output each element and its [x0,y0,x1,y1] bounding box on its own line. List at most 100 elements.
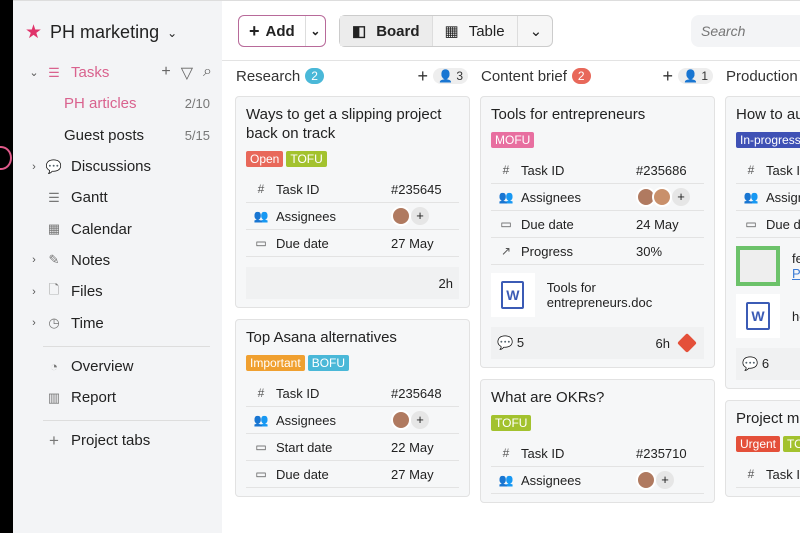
attachment[interactable]: Who [736,294,800,338]
card-title[interactable]: Top Asana alternatives [246,329,397,346]
add-assignee-plus-icon[interactable]: + [656,471,674,489]
word-doc-icon: W [736,294,780,338]
field-row: # Task ID [736,157,800,184]
chevron-down-icon[interactable]: ⌄ [29,67,39,80]
filter-icon[interactable]: ▽ [180,64,194,82]
tag[interactable]: TO [783,436,800,452]
tag[interactable]: BOFU [307,355,350,371]
avatar[interactable] [652,187,672,207]
task-card[interactable]: Ways to get a slipping project back on t… [235,96,470,308]
attachment-name[interactable]: Tools for entrepreneurs.doc [546,280,653,310]
dock-app-icon[interactable] [0,146,12,170]
field-value[interactable]: + [391,206,459,226]
card-footer: 2h [246,267,459,299]
tag[interactable]: TOFU [286,151,327,167]
attachment[interactable]: W Tools for entrepreneurs.doc [491,273,704,317]
field-row: # Task ID #235648 [246,380,459,407]
task-card[interactable]: How to au In-progress # Task ID 👥 Assignees ▭ D… [725,96,800,389]
add-assignee-plus-icon[interactable]: + [672,188,690,206]
sidebar-item-ph-articles[interactable]: PH articles 2/10 [13,88,222,119]
divider [43,420,210,422]
sidebar-item-report[interactable]: ▥ Report [13,382,222,413]
tag[interactable]: Important [246,355,305,371]
sidebar-item-label: Gantt [71,189,108,207]
chevron-right-icon[interactable]: › [32,160,36,173]
sidebar-item-project-tabs[interactable]: + Project tabs [13,425,222,456]
card-title[interactable]: Tools for entrepreneurs [491,106,646,123]
column-members[interactable]: 👤 3 [433,68,468,84]
chevron-right-icon[interactable]: › [32,285,36,298]
plus-icon[interactable]: + [161,62,171,80]
hash-icon: # [747,467,755,481]
sidebar-item-guest-posts[interactable]: Guest posts 5/15 [13,120,222,151]
plus-icon: + [249,20,260,41]
field-row: # Task ID #235710 [491,440,704,467]
table-icon: ▦ [444,23,459,40]
add-button[interactable]: + Add [239,16,306,46]
calendar-icon: ▭ [255,236,267,250]
attachment-link[interactable]: Pr [792,266,800,281]
tag[interactable]: TOFU [491,415,532,431]
sidebar-item-gantt[interactable]: ☰ Gantt [13,182,222,213]
tag[interactable]: MOFU [491,132,535,148]
assignees-icon: 👥 [743,190,759,204]
tag[interactable]: Open [246,151,284,167]
attachment-name[interactable]: ho [792,308,800,324]
card-title[interactable]: Ways to get a slipping project back on t… [246,106,442,142]
add-dropdown-chevron-icon[interactable]: ⌄ [310,24,321,38]
add-card-plus-icon[interactable]: + [662,65,673,86]
comments[interactable]: 💬 6 [742,356,769,372]
field-row: 👥 Assignees + [491,467,704,494]
avatar[interactable] [636,470,656,490]
hash-icon: # [257,182,265,196]
comments[interactable]: 💬 5 [497,335,524,351]
add-assignee-plus-icon[interactable]: + [411,207,429,225]
tab-table[interactable]: ▦ Table [433,16,518,46]
attachment-name[interactable]: fe [792,251,800,266]
sidebar-item-time[interactable]: › ◷ Time [13,307,222,338]
priority-icon[interactable] [677,333,697,353]
tab-board[interactable]: ◧ Board [340,16,433,46]
tag[interactable]: In-progress [736,132,800,148]
field-value[interactable]: + [636,187,704,207]
calendar-icon: ▭ [745,217,757,231]
avatar[interactable] [391,410,411,430]
search-icon[interactable]: ⌕ [203,62,212,80]
chevron-right-icon[interactable]: › [32,317,36,330]
workspace-name: PH marketing [50,22,160,42]
task-card[interactable]: Tools for entrepreneurs MOFU # Task ID #2356… [480,96,715,368]
sidebar-item-tasks[interactable]: ⌄ ☰ Tasks + ▽ ⌕ [13,57,222,88]
sidebar-item-label: Report [71,389,117,407]
sidebar-item-calendar[interactable]: ▦ Calendar [13,213,222,244]
attachment[interactable]: fePr [736,246,800,286]
add-card-plus-icon[interactable]: + [417,65,428,86]
sidebar-item-files[interactable]: › 🗋 Files [13,276,222,307]
workspace-switcher[interactable]: ★ PH marketing ⌄ [25,21,177,44]
avatar[interactable] [391,206,411,226]
tag[interactable]: Urgent [736,436,781,452]
card-title[interactable]: What are OKRs? [491,389,605,406]
field-value[interactable]: + [636,470,704,490]
views-dropdown-chevron-icon[interactable]: ⌄ [529,23,543,40]
card-title[interactable]: How to au [736,106,800,123]
task-card[interactable]: Top Asana alternatives Important BOFU # Task… [235,319,470,497]
chevron-right-icon[interactable]: › [32,254,36,267]
sidebar-item-overview[interactable]: ◔ Overview [13,351,222,382]
field-value: #235645 [391,181,442,197]
field-row: ▭ Due date [736,211,800,238]
tab-label: Board [376,22,420,40]
task-card[interactable]: What are OKRs? TOFU # Task ID #235710 👥 Assign… [480,379,715,503]
sidebar-item-notes[interactable]: › ✎ Notes [13,245,222,276]
sidebar-item-count: 2/10 [184,96,210,112]
sidebar-item-label: Discussions [71,158,152,176]
sidebar-item-discussions[interactable]: › 💬 Discussions [13,151,222,182]
search-input[interactable] [691,15,800,47]
hash-icon: # [502,163,510,177]
field-row: 👥 Assignees + [246,407,459,434]
gantt-icon: ☰ [48,189,60,205]
add-assignee-plus-icon[interactable]: + [411,411,429,429]
column-members[interactable]: 👤 1 [678,68,713,84]
card-title[interactable]: Project ma [736,410,800,427]
field-value[interactable]: + [391,410,459,430]
